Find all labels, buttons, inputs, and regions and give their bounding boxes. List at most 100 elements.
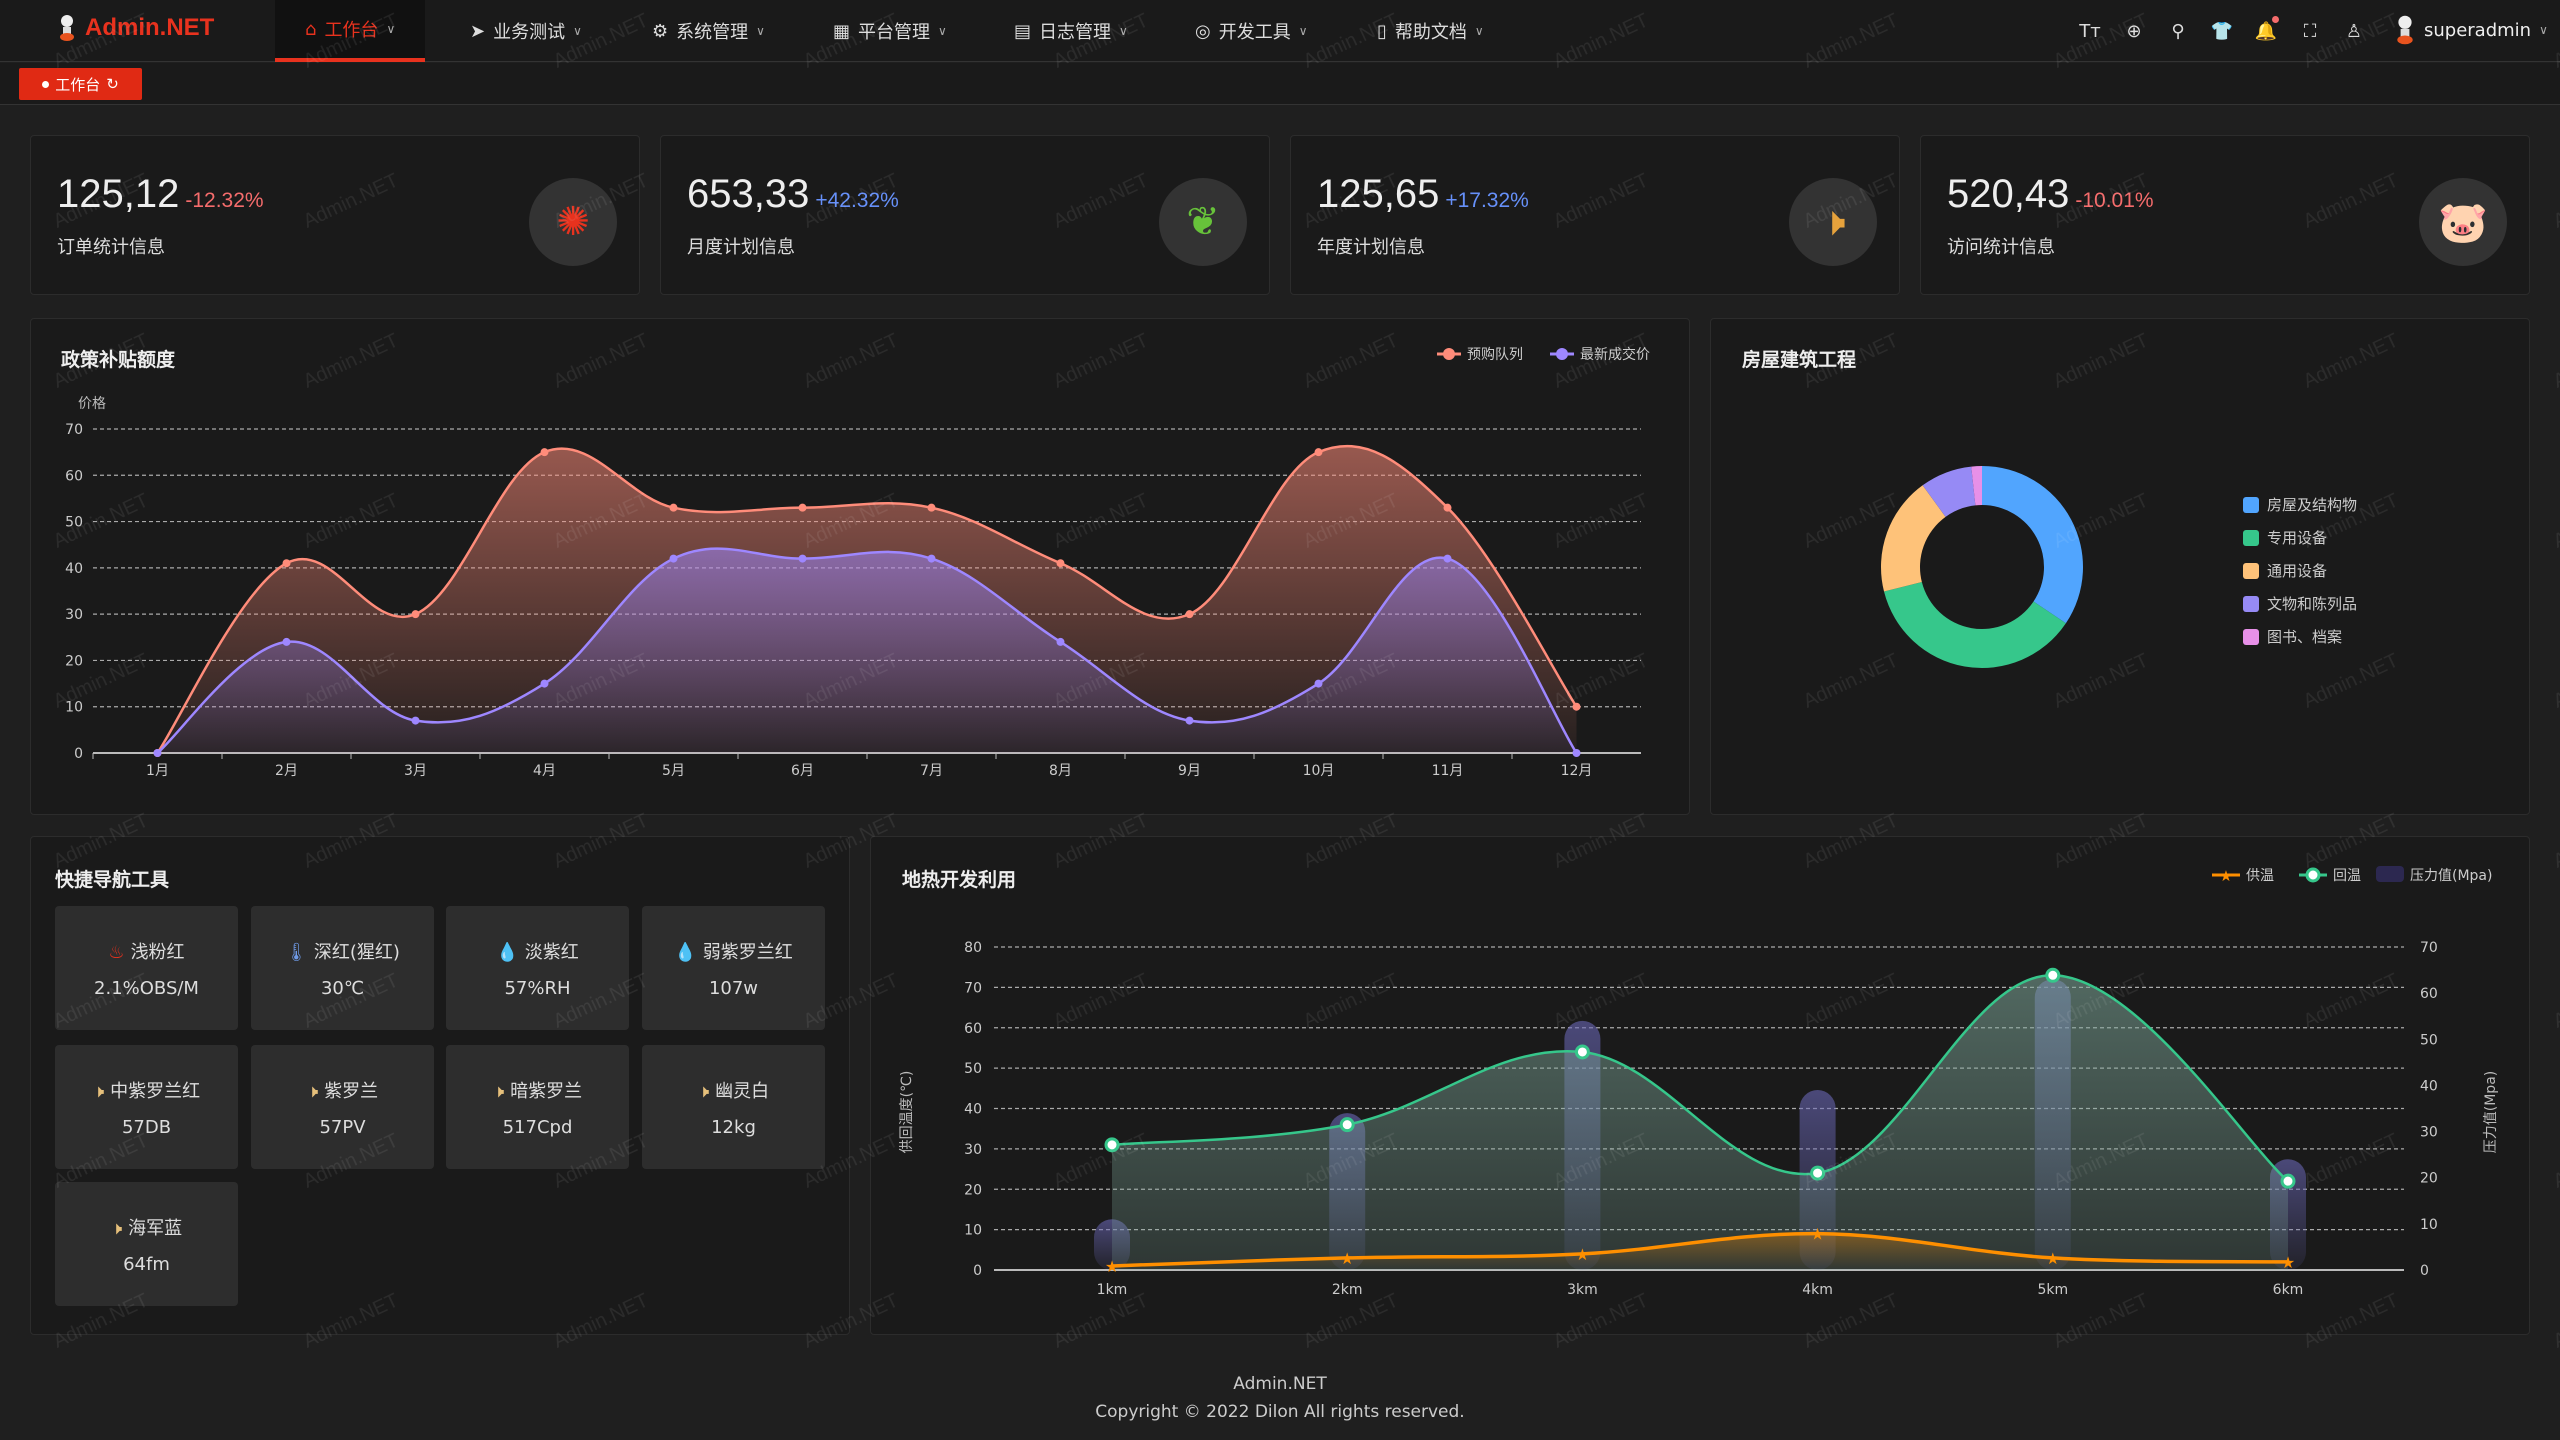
pie-legend-item[interactable]: 专用设备 — [2243, 527, 2357, 548]
language-icon[interactable]: ⊕ — [2126, 20, 2142, 42]
y-axis-title: 价格 — [78, 396, 106, 412]
nav-tile-title: 🕨 中紫罗兰红 — [55, 1077, 238, 1103]
tag-workbench[interactable]: 工作台 ↻ — [19, 68, 142, 100]
chip-icon: ◎ — [1195, 20, 1211, 42]
fullscreen-icon[interactable]: ⛶ — [2303, 20, 2317, 42]
logo[interactable]: Admin.NET — [57, 14, 214, 42]
menu-label: 日志管理 — [1039, 22, 1112, 43]
speaker-icon: 🕨 — [110, 1218, 123, 1239]
nav-tile[interactable]: 🕨 海军蓝 64fm — [55, 1182, 238, 1306]
x-tick-label: 2月 — [275, 763, 298, 779]
legend-label: 通用设备 — [2267, 562, 2328, 580]
stat-value-row: 125,65 +17.32% — [1317, 172, 1529, 217]
nav-tile-title: 🕨 海军蓝 — [55, 1214, 238, 1240]
nav-tile-label: 浅粉红 — [130, 942, 185, 963]
menu-label: 开发工具 — [1218, 22, 1291, 43]
nav-tile-value: 517Cpd — [502, 1117, 573, 1138]
data-point[interactable] — [1314, 679, 1323, 688]
data-point[interactable] — [1572, 702, 1581, 711]
pie-legend-item[interactable]: 文物和陈列品 — [2243, 593, 2357, 614]
data-point[interactable] — [153, 749, 162, 757]
data-point[interactable] — [1056, 559, 1065, 568]
nav-tile-title: 🌡 深红(猩红) — [251, 938, 434, 964]
nav-tile-title: 🕨 紫罗兰 — [251, 1077, 434, 1103]
menu-book[interactable]: ▯ 帮助文档 ∨ — [1377, 0, 1484, 62]
data-point[interactable] — [798, 554, 807, 563]
stat-value-row: 520,43 -10.01% — [1947, 172, 2154, 217]
stat-change: +42.32% — [815, 189, 899, 212]
data-point[interactable] — [669, 554, 678, 563]
nav-tile-label: 幽灵白 — [715, 1081, 770, 1102]
menu-document[interactable]: ▤ 日志管理 ∨ — [1014, 0, 1128, 62]
x-tick-label: 10月 — [1303, 763, 1335, 779]
stat-value: 653,33 — [687, 172, 810, 216]
nav-tile[interactable]: 🕨 紫罗兰 57PV — [251, 1045, 434, 1169]
x-tick-label: 12月 — [1561, 763, 1593, 779]
data-point[interactable] — [1314, 448, 1323, 457]
nav-tile-label: 暗紫罗兰 — [510, 1081, 583, 1102]
x-tick-label: 9月 — [1178, 763, 1201, 779]
legend-label: 房屋及结构物 — [2267, 496, 2358, 514]
speaker-icon: 🕨 — [306, 1081, 319, 1102]
nav-tile-value: 107w — [708, 978, 759, 999]
home-icon: ⌂ — [305, 18, 317, 40]
user-menu[interactable]: superadmin ∨ — [2394, 14, 2548, 46]
legend-swatch — [2243, 628, 2259, 645]
data-point[interactable] — [1185, 716, 1194, 725]
data-point[interactable] — [1572, 749, 1581, 757]
active-dot-icon — [42, 80, 50, 88]
legend-label[interactable]: 最新成交价 — [1580, 346, 1650, 363]
data-point[interactable] — [540, 679, 549, 688]
data-point[interactable] — [669, 503, 678, 512]
menu-grid[interactable]: ▦ 平台管理 ∨ — [833, 0, 947, 62]
search-icon[interactable]: ⚲ — [2171, 20, 2185, 42]
nav-tile[interactable]: 💧 淡紫红 57%RH — [446, 906, 629, 1030]
bell-icon[interactable]: 🔔 — [2253, 16, 2279, 44]
thermometer-icon: 🌡 — [285, 942, 308, 963]
nav-tile-label: 中紫罗兰红 — [110, 1081, 201, 1102]
nav-tile[interactable]: 🕨 幽灵白 12kg — [642, 1045, 825, 1169]
nav-tile[interactable]: 🕨 暗紫罗兰 517Cpd — [446, 1045, 629, 1169]
nav-tile[interactable]: 🌡 深红(猩红) 30℃ — [251, 906, 434, 1030]
pie-legend-item[interactable]: 图书、档案 — [2243, 626, 2357, 647]
data-point[interactable] — [411, 610, 420, 619]
data-point[interactable] — [927, 554, 936, 563]
footer-copyright: Copyright © 2022 Dilon All rights reserv… — [1095, 1402, 1465, 1422]
nav-tile[interactable]: ♨ 浅粉红 2.1%OBS/M — [55, 906, 238, 1030]
pie-legend-item[interactable]: 房屋及结构物 — [2243, 494, 2357, 515]
user-avatar-icon — [2397, 15, 2413, 45]
refresh-icon[interactable]: ↻ — [106, 75, 119, 93]
legend-marker — [1556, 348, 1568, 360]
user-icon[interactable]: ♙ — [2345, 20, 2363, 42]
drop-icon: 💧 — [674, 942, 697, 963]
stat-label: 访问统计信息 — [1947, 237, 2055, 258]
x-tick-label: 11月 — [1432, 763, 1464, 779]
data-point[interactable] — [282, 559, 291, 568]
font-size-icon[interactable]: Tт — [2079, 20, 2101, 42]
theme-shirt-icon[interactable]: 👕 — [2210, 20, 2234, 42]
menu-send[interactable]: ➤ 业务测试 ∨ — [470, 0, 582, 62]
document-icon: ▤ — [1014, 20, 1032, 42]
chevron-down-icon: ∨ — [1119, 24, 1128, 38]
legend-label[interactable]: 预购队列 — [1467, 347, 1523, 363]
data-point[interactable] — [798, 503, 807, 512]
legend-swatch — [2243, 529, 2259, 546]
x-tick-label: 5月 — [662, 763, 685, 779]
data-point[interactable] — [1185, 610, 1194, 619]
data-point[interactable] — [282, 637, 291, 646]
menu-chip[interactable]: ◎ 开发工具 ∨ — [1195, 0, 1308, 62]
menu-gear[interactable]: ⚙ 系统管理 ∨ — [652, 0, 765, 62]
nav-tile[interactable]: 💧 弱紫罗兰红 107w — [642, 906, 825, 1030]
data-point[interactable] — [927, 503, 936, 512]
geo-chart-card: 地热开发利用 — [870, 836, 2530, 1335]
nav-tile[interactable]: 🕨 中紫罗兰红 57DB — [55, 1045, 238, 1169]
menu-home[interactable]: ⌂ 工作台 ∨ — [275, 0, 426, 62]
data-point[interactable] — [411, 716, 420, 725]
data-point[interactable] — [1443, 554, 1452, 563]
top-navbar: Admin.NET ⌂ 工作台 ∨ ➤ 业务测试 ∨ ⚙ 系统管理 ∨ ▦ 平台管理 ∨ ▤ 日志管理 ∨ ◎… — [0, 0, 2560, 62]
data-point[interactable] — [540, 448, 549, 457]
y-tick-label: 20 — [65, 653, 83, 669]
data-point[interactable] — [1056, 637, 1065, 646]
pie-legend-item[interactable]: 通用设备 — [2243, 560, 2357, 581]
data-point[interactable] — [1443, 503, 1452, 512]
